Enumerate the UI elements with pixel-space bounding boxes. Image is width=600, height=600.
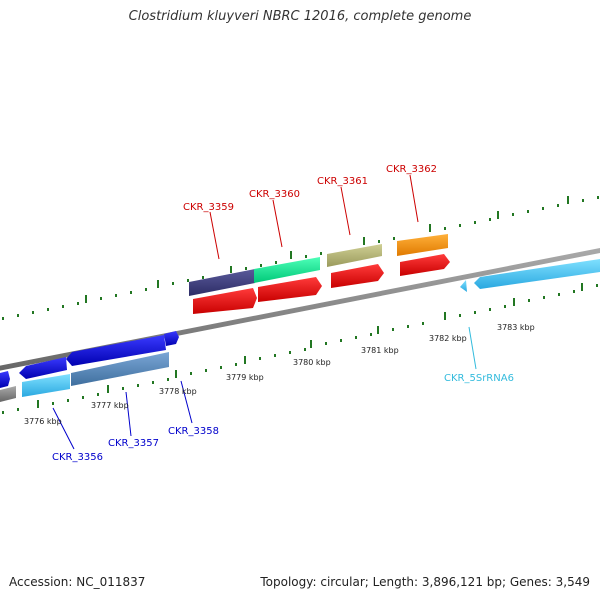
gene-label-ckr-3360[interactable]: CKR_3360 — [249, 189, 300, 200]
gene-feature — [397, 234, 448, 256]
gene-arrow — [331, 264, 384, 288]
rrna-arrow — [460, 280, 467, 292]
tick-label: 3777 kbp — [91, 401, 129, 410]
gene-arrow — [164, 331, 179, 346]
tick-label: 3782 kbp — [429, 334, 467, 343]
tick-label: 3778 kbp — [159, 387, 197, 396]
gene-feature — [71, 352, 169, 386]
gene-labels[interactable]: CKR_3359 CKR_3360 CKR_3361 CKR_3362 CKR_… — [52, 164, 514, 463]
gene-arrow — [258, 277, 322, 302]
tick-label: 3776 kbp — [24, 417, 62, 426]
gene-label-ckr-5srrna6[interactable]: CKR_5SrRNA6 — [444, 373, 514, 384]
gene-feature — [0, 386, 16, 402]
gene-label-ckr-3362[interactable]: CKR_3362 — [386, 164, 437, 175]
gene-feature — [254, 257, 320, 283]
gene-arrow — [0, 371, 10, 388]
gene-feature — [189, 269, 255, 296]
accession-label: Accession: NC_011837 — [9, 575, 146, 589]
inner-ruler — [2, 283, 598, 414]
axis-tick-labels: 3776 kbp 3777 kbp 3778 kbp 3779 kbp 3780… — [24, 323, 535, 426]
tick-label: 3783 kbp — [497, 323, 535, 332]
gene-label-ckr-3357[interactable]: CKR_3357 — [108, 438, 159, 449]
gene-arrow — [19, 357, 67, 379]
tick-label: 3781 kbp — [361, 346, 399, 355]
gene-label-ckr-3359[interactable]: CKR_3359 — [183, 202, 234, 213]
reverse-genes — [0, 259, 600, 402]
tick-label: 3780 kbp — [293, 358, 331, 367]
gene-label-ckr-3356[interactable]: CKR_3356 — [52, 452, 103, 463]
label-leaders — [52, 174, 477, 450]
rrna-arrow — [474, 259, 600, 289]
gene-feature — [327, 244, 382, 267]
gene-label-ckr-3361[interactable]: CKR_3361 — [317, 176, 368, 187]
gene-arrow — [400, 254, 450, 276]
tick-label: 3779 kbp — [226, 373, 264, 382]
map-title: Clostridium kluyveri NBRC 12016, complet… — [128, 9, 472, 24]
forward-genes — [189, 234, 450, 314]
gene-label-ckr-3358[interactable]: CKR_3358 — [168, 426, 219, 437]
gene-feature — [22, 374, 70, 397]
outer-ruler — [2, 196, 599, 320]
gene-arrow — [193, 288, 257, 314]
genome-summary: Topology: circular; Length: 3,896,121 bp… — [260, 575, 590, 589]
gene-arrow — [66, 335, 166, 366]
